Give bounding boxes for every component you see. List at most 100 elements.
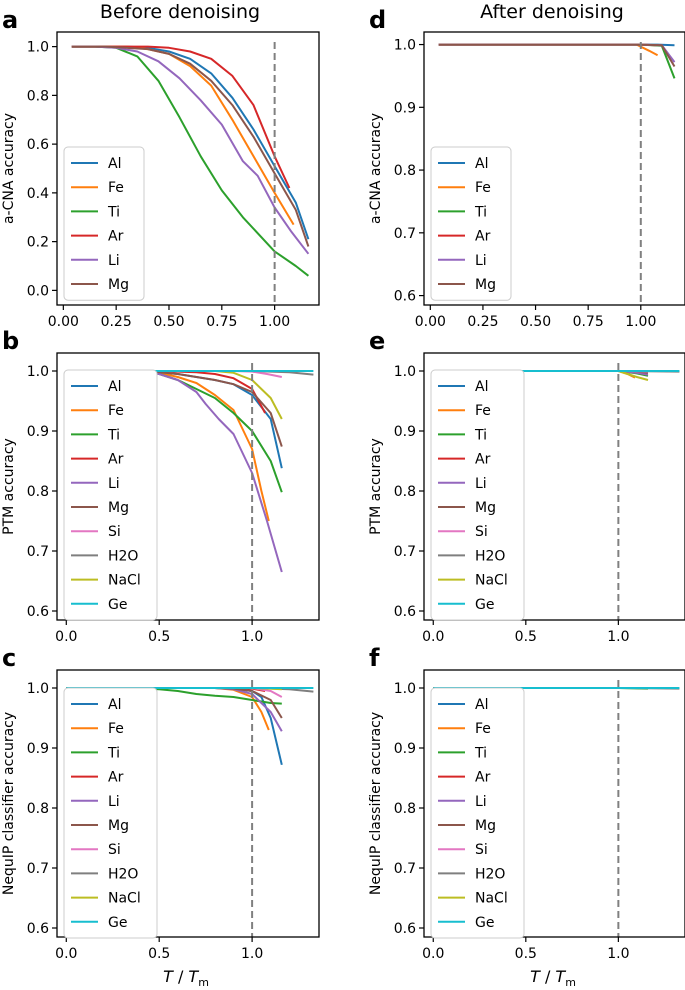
y-tick-label-f: 0.9 — [394, 741, 416, 757]
y-tick-label-f: 1.0 — [394, 681, 416, 697]
legend-label-si: Si — [108, 524, 121, 540]
legend-label-fe: Fe — [475, 721, 491, 737]
axes-frame-a — [56, 31, 320, 306]
legend-label-ge: Ge — [475, 915, 494, 931]
axes-frame-d — [423, 31, 685, 306]
y-axis-label-e: PTM accuracy — [368, 438, 384, 535]
y-tick-label-b: 1.0 — [27, 364, 49, 380]
legend-label-al: Al — [108, 156, 121, 172]
legend-box — [430, 369, 525, 621]
series-line-ti — [438, 43, 676, 79]
x-tick-label-b: 0.0 — [55, 629, 77, 645]
legend-f: Al Fe Ti Ar Li Mg Si H2O NaCl Ge — [430, 687, 525, 939]
y-axis-label-a: a-CNA accuracy — [1, 113, 17, 224]
legend-label-h2o: H2O — [108, 548, 138, 564]
y-axis-label-d: a-CNA accuracy — [368, 113, 384, 224]
panel-c: c NequIP classifier accuracy 0.6 0.7 0.8 0.9 1… — [1, 644, 320, 962]
x-tick-label-c: 0.0 — [55, 946, 77, 962]
y-tick-label-b: 0.9 — [27, 424, 49, 440]
series-group-a — [71, 45, 310, 277]
y-tick-label-f: 0.7 — [394, 861, 416, 877]
y-tick-label-a: 0.8 — [27, 88, 49, 104]
x-tick-label-e: 1.0 — [607, 629, 629, 645]
y-tick-label-d: 0.8 — [394, 163, 416, 179]
axes-frame-e — [423, 352, 685, 621]
x-label-t: T — [530, 967, 541, 986]
x-axis-label-left: T / Tm — [163, 967, 209, 989]
y-tick-label-c: 0.6 — [27, 921, 49, 937]
x-tick-label-b: 1.0 — [241, 629, 263, 645]
y-tick-label-a: 0.4 — [27, 186, 49, 202]
x-label-t: T — [163, 967, 174, 986]
legend-label-nacl: NaCl — [475, 573, 508, 589]
legend-label-mg: Mg — [108, 500, 129, 516]
legend-label-li: Li — [108, 476, 120, 492]
legend-label-ge: Ge — [475, 597, 494, 613]
legend-label-mg: Mg — [475, 277, 496, 293]
legend-label-fe: Fe — [108, 403, 124, 419]
legend-label-ti: Ti — [107, 427, 120, 443]
y-tick-label-a: 1.0 — [27, 40, 49, 56]
x-tick-label-c: 0.5 — [148, 946, 170, 962]
y-tick-label-c: 1.0 — [27, 681, 49, 697]
legend-b: Al Fe Ti Ar Li Mg Si H2O NaCl Ge — [63, 369, 158, 621]
x-tick-label-b: 0.5 — [148, 629, 170, 645]
legend-label-ti: Ti — [474, 204, 487, 220]
series-line-mg — [438, 43, 676, 68]
legend-label-li: Li — [475, 253, 487, 269]
panel-label-e: e — [369, 327, 385, 355]
legend-a: Al Fe Ti Ar Li Mg — [63, 146, 145, 301]
y-tick-label-e: 0.8 — [394, 484, 416, 500]
legend-label-li: Li — [475, 476, 487, 492]
axes-frame-c — [56, 669, 320, 938]
panel-label-b: b — [2, 327, 19, 355]
y-tick-label-c: 0.7 — [27, 861, 49, 877]
x-label-sub: m — [565, 976, 576, 989]
x-tick-label-a: 0.75 — [206, 314, 237, 330]
y-tick-label-b: 0.7 — [27, 544, 49, 560]
legend-label-al: Al — [475, 697, 488, 713]
y-tick-label-d: 0.9 — [394, 100, 416, 116]
legend-label-mg: Mg — [108, 818, 129, 834]
legend-e: Al Fe Ti Ar Li Mg Si H2O NaCl Ge — [430, 369, 525, 621]
x-tick-label-d: 0.50 — [520, 314, 551, 330]
legend-label-fe: Fe — [475, 403, 491, 419]
y-axis-label-c: NequIP classifier accuracy — [1, 712, 17, 895]
legend-label-ar: Ar — [108, 452, 124, 468]
x-label-sub: m — [198, 976, 209, 989]
y-axis-label-f: NequIP classifier accuracy — [368, 712, 384, 895]
legend-label-si: Si — [108, 842, 121, 858]
legend-label-si: Si — [475, 524, 488, 540]
x-tick-label-d: 0.00 — [415, 314, 446, 330]
col-title-before: Before denoising — [100, 1, 260, 23]
legend-label-h2o: H2O — [475, 548, 505, 564]
y-tick-label-e: 1.0 — [394, 364, 416, 380]
legend-label-al: Al — [475, 379, 488, 395]
legend-label-ar: Ar — [475, 770, 491, 786]
legend-label-ar: Ar — [108, 229, 124, 245]
x-tick-label-e: 0.0 — [422, 629, 444, 645]
y-tick-label-d: 1.0 — [394, 38, 416, 54]
x-tick-label-a: 0.50 — [153, 314, 184, 330]
x-tick-label-a: 1.00 — [259, 314, 290, 330]
legend-label-h2o: H2O — [108, 866, 138, 882]
legend-label-ar: Ar — [475, 452, 491, 468]
legend-label-mg: Mg — [108, 277, 129, 293]
legend-label-ti: Ti — [474, 745, 487, 761]
y-tick-label-b: 0.6 — [27, 604, 49, 620]
legend-label-ar: Ar — [475, 229, 491, 245]
y-tick-label-e: 0.6 — [394, 604, 416, 620]
legend-label-al: Al — [108, 697, 121, 713]
x-tick-label-d: 0.25 — [467, 314, 498, 330]
axes-frame-f — [423, 669, 685, 938]
y-tick-label-c: 0.8 — [27, 801, 49, 817]
x-label-tm: T — [188, 967, 199, 986]
series-group-d — [438, 43, 676, 79]
x-tick-label-f: 0.5 — [515, 946, 537, 962]
y-tick-label-d: 0.7 — [394, 226, 416, 242]
x-tick-label-d: 1.00 — [625, 314, 656, 330]
y-tick-label-a: 0.6 — [27, 137, 49, 153]
y-tick-label-d: 0.6 — [394, 289, 416, 305]
legend-label-fe: Fe — [108, 180, 124, 196]
legend-label-nacl: NaCl — [475, 891, 508, 907]
